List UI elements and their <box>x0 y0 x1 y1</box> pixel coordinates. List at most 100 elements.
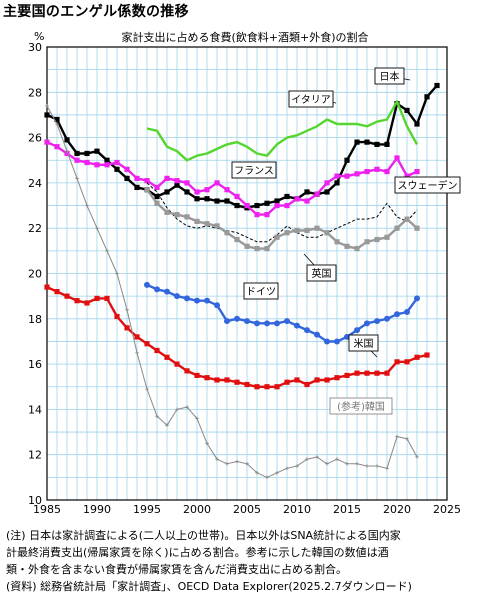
series-label: 英国 <box>312 267 332 280</box>
x-tick-label: 1995 <box>133 503 161 516</box>
y-tick-label: 24 <box>28 177 42 190</box>
data-point-square <box>44 284 50 290</box>
data-point-square <box>224 230 230 236</box>
data-point-plus <box>335 457 339 462</box>
data-point-plus <box>95 226 99 230</box>
callout-box <box>394 176 461 194</box>
data-point-square <box>354 245 360 252</box>
data-point-plus <box>365 464 369 468</box>
data-point-square <box>374 370 380 376</box>
data-point-plus <box>135 350 139 355</box>
data-point-plus <box>405 437 409 441</box>
series-callout: (参考)韓国 <box>329 397 393 415</box>
y-tick-label: 26 <box>28 132 42 145</box>
chart-title: 家計支出に占める食費(飲食料+酒類+外食)の割合 <box>121 30 368 44</box>
data-point-square <box>224 198 230 204</box>
callout-box <box>231 161 277 179</box>
data-point-square <box>414 225 420 231</box>
y-tick-label: 20 <box>28 268 42 281</box>
data-point-circle <box>184 295 190 302</box>
data-point-plus <box>205 441 209 446</box>
data-point-square <box>334 173 340 179</box>
data-point-square <box>414 168 420 175</box>
data-point-circle <box>154 286 160 293</box>
footnote-line: 類・外食を含まない食費が帰属家賃を含んだ消費支出に占める割合。 <box>6 563 347 576</box>
plot-area-frame <box>46 46 448 501</box>
data-point-square <box>344 173 350 179</box>
data-point-square <box>194 189 200 195</box>
data-point-square <box>54 116 60 123</box>
series-6-line-group <box>44 284 430 390</box>
data-point-circle <box>164 288 170 295</box>
y-tick-label: 14 <box>28 403 42 416</box>
data-point-square <box>204 196 210 202</box>
data-point-square <box>344 243 350 249</box>
y-tick-label: 18 <box>28 313 42 326</box>
data-point-square <box>214 198 220 204</box>
data-point-square <box>184 189 190 195</box>
data-point-square <box>234 202 240 209</box>
series-callout: 日本 <box>374 67 411 85</box>
data-point-square <box>164 354 170 360</box>
callout-box <box>329 397 393 415</box>
data-point-plus <box>265 475 269 480</box>
data-point-plus <box>305 457 309 462</box>
data-point-plus <box>355 461 359 466</box>
series-1-line-group <box>146 100 419 162</box>
data-point-circle <box>414 295 420 302</box>
data-point-square <box>194 372 200 379</box>
series-label: スウェーデン <box>398 179 458 192</box>
data-point-square <box>214 377 220 383</box>
data-point-square <box>354 139 360 145</box>
data-point-circle <box>294 322 300 329</box>
data-point-square <box>184 214 190 220</box>
y-tick-label: 30 <box>28 41 42 54</box>
data-point-square <box>54 289 60 295</box>
data-point-square <box>64 137 70 143</box>
data-point-plus <box>375 464 379 468</box>
callout-box <box>243 282 279 300</box>
data-point-plus <box>285 466 289 471</box>
series-label: 日本 <box>380 70 400 83</box>
data-point-circle <box>314 331 320 338</box>
x-tick-label: 1990 <box>83 503 111 516</box>
data-point-square <box>124 325 130 331</box>
data-point-square <box>304 381 310 388</box>
data-point-plus <box>75 176 79 181</box>
data-point-circle <box>394 311 400 318</box>
data-point-circle <box>354 327 360 334</box>
data-point-square <box>254 202 260 209</box>
data-point-square <box>394 225 400 231</box>
data-point-square <box>224 377 230 383</box>
data-point-square <box>54 144 60 150</box>
y-tick-label: 10 <box>28 494 42 507</box>
series-callout: 英国 <box>303 253 337 282</box>
data-point-square <box>324 180 330 186</box>
data-point-plus <box>315 455 319 459</box>
data-point-circle <box>254 320 260 327</box>
data-point-circle <box>274 320 280 327</box>
data-point-plus <box>295 464 299 468</box>
data-point-square <box>314 225 320 231</box>
data-point-square <box>114 313 120 320</box>
data-point-plus <box>185 405 189 409</box>
data-point-plus <box>385 466 389 471</box>
data-point-square <box>184 368 190 374</box>
data-point-square <box>84 300 90 306</box>
data-point-square <box>134 175 140 181</box>
x-tick-label: 2005 <box>233 503 261 516</box>
data-point-square <box>344 157 350 163</box>
data-point-square <box>134 334 140 340</box>
data-point-square <box>264 212 270 218</box>
data-point-plus <box>85 203 89 208</box>
data-point-square <box>364 168 370 175</box>
data-point-square <box>384 141 390 147</box>
data-point-square <box>214 223 220 229</box>
data-point-square <box>294 227 300 234</box>
series-callout: ドイツ <box>243 282 279 300</box>
data-point-circle <box>374 318 380 325</box>
x-tick-label: 2025 <box>433 503 461 516</box>
data-point-square <box>254 212 260 218</box>
data-point-square <box>294 196 300 202</box>
data-point-square <box>384 370 390 376</box>
